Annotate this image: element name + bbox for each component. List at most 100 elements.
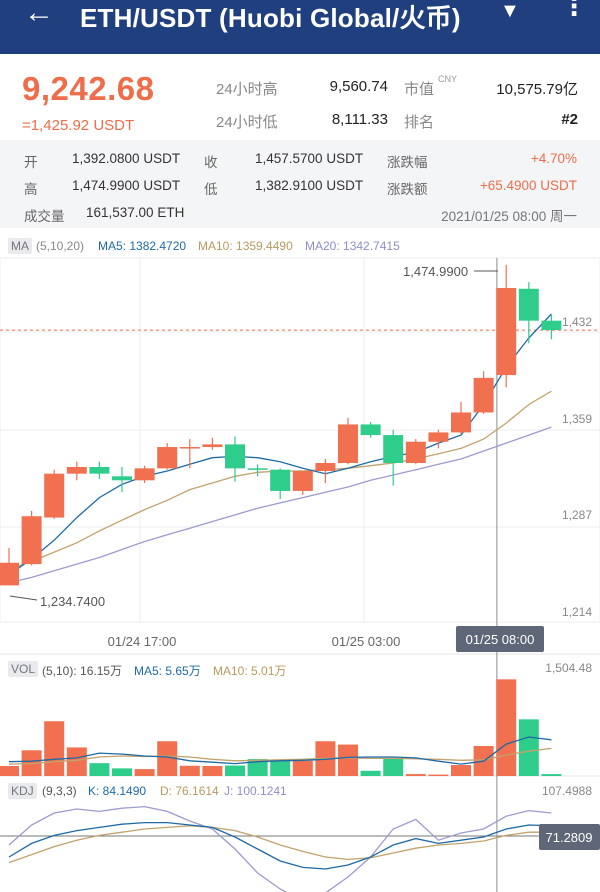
candle-body-23	[518, 288, 539, 321]
volume-bar-6	[134, 769, 155, 776]
datetime: 2021/01/25 08:00 周一	[441, 209, 577, 224]
candle-body-11	[247, 468, 268, 470]
vol-params: (5,10): 16.15万	[42, 664, 123, 678]
market-cap-currency: CNY	[438, 74, 458, 84]
ma5-legend: MA5: 1382.4720	[98, 239, 187, 253]
ma-params: (5,10,20)	[36, 239, 85, 253]
vol-ma5-legend: MA5: 5.65万	[134, 664, 201, 678]
candle-body-17	[383, 435, 404, 464]
y-tick-1: 1,359	[562, 412, 592, 426]
volume-max-label: 1,504.48	[545, 661, 592, 675]
candle-body-8	[179, 447, 200, 449]
min-price-label: 1,234.7400	[40, 594, 105, 609]
change-pct-value: +4.70%	[530, 151, 577, 166]
kdj-current-label: 71.2809	[546, 830, 593, 845]
close-value: 1,457.5700 USDT	[255, 151, 364, 166]
candle-body-14	[315, 463, 336, 471]
volume-bar-17	[383, 757, 404, 776]
kdj-current-bg	[539, 824, 600, 850]
market-cap-value: 10,575.79亿	[496, 81, 578, 98]
pair-title[interactable]: ETH/USDT (Huobi Global/火币)	[80, 3, 461, 33]
current-price: 9,242.68	[22, 70, 155, 107]
low-value: 1,382.9100 USDT	[255, 178, 364, 193]
kdj-j-line	[8, 805, 552, 892]
volume-bar-8	[179, 765, 200, 776]
ma5-line	[8, 313, 552, 576]
candle-body-24	[541, 320, 562, 330]
x-tick-0: 01/24 17:00	[108, 634, 177, 649]
volume-bar-24	[541, 774, 562, 776]
low-24h-value: 8,111.33	[331, 111, 388, 128]
ma10-line	[8, 390, 552, 571]
high-24h-label: 24小时高	[216, 81, 278, 98]
kdj-k-line	[8, 821, 552, 870]
ma10-legend: MA10: 1359.4490	[198, 239, 293, 253]
volume-bar-5	[112, 768, 132, 776]
rank-label: 排名	[404, 114, 435, 131]
cursor-date-bg	[456, 626, 544, 652]
candle-body-2	[44, 473, 65, 518]
high-24h-value: 9,560.74	[329, 78, 388, 95]
rank-value: #2	[561, 111, 578, 128]
volume-bar-12	[270, 760, 291, 776]
volume-bar-15	[338, 744, 358, 776]
vol-ma5-line	[8, 736, 552, 765]
change-amt-value: +65.4900 USDT	[479, 178, 577, 193]
vol-ma10-line	[8, 747, 552, 765]
candle-body-15	[338, 424, 358, 464]
vol-tag[interactable]: VOL	[8, 661, 39, 677]
volume-bar-18	[405, 774, 426, 776]
candle-body-18	[405, 441, 426, 464]
app-header: ← ETH/USDT (Huobi Global/火币) ▼ ⋮	[0, 0, 600, 54]
cursor-date-label: 01/25 08:00	[466, 632, 535, 647]
candle-body-20	[451, 412, 471, 433]
high-label: 高	[24, 182, 38, 197]
volume-bar-20	[451, 765, 471, 776]
volume-bar-22	[496, 679, 517, 776]
volume-bar-14	[315, 741, 336, 776]
price-usdt: =1,425.92 USDT	[22, 117, 135, 134]
y-tick-3: 1,214	[562, 605, 592, 619]
x-tick-1: 01/25 03:00	[332, 634, 401, 649]
candle-body-22	[496, 287, 517, 376]
max-price-label: 1,474.9900	[403, 264, 468, 279]
kdj-k-legend: K: 84.1490	[88, 784, 147, 798]
ohlc-panel: 开 1,392.0800 USDT 收 1,457.5700 USDT 涨跌幅 …	[0, 140, 600, 228]
volume-bar-21	[473, 746, 494, 776]
volume-bar-4	[89, 763, 110, 776]
open-label: 开	[24, 155, 38, 170]
volume-bar-23	[518, 719, 539, 776]
dropdown-triangle-icon[interactable]: ▼	[500, 0, 520, 22]
candle-body-9	[202, 444, 223, 448]
market-cap-label: 市值	[404, 81, 435, 98]
candle-body-3	[66, 467, 87, 474]
candle-body-13	[292, 470, 313, 491]
candle-body-10	[225, 444, 245, 469]
volume-label: 成交量	[24, 209, 65, 224]
ma-tag[interactable]: MA	[8, 238, 32, 254]
change-pct-label: 涨跌幅	[387, 155, 428, 170]
y-tick-0: 1,432	[562, 315, 592, 329]
low-label: 低	[204, 182, 218, 197]
kdj-max-label: 107.4988	[542, 784, 592, 798]
volume-bar-1	[21, 750, 42, 776]
more-options-icon[interactable]: ⋮	[561, 0, 587, 21]
candle-body-4	[89, 467, 110, 474]
close-label: 收	[204, 155, 218, 170]
volume-bar-7	[157, 741, 178, 776]
candle-body-6	[134, 468, 155, 481]
volume-bar-19	[428, 774, 449, 776]
kdj-params: (9,3,3)	[42, 784, 77, 798]
volume-bar-2	[44, 721, 65, 776]
candle-body-21	[473, 377, 494, 413]
open-value: 1,392.0800 USDT	[72, 151, 181, 166]
volume-bar-3	[66, 747, 87, 776]
kdj-tag[interactable]: KDJ	[8, 783, 37, 799]
candle-body-12	[270, 469, 291, 491]
volume-bar-11	[247, 759, 268, 776]
candle-body-16	[360, 424, 381, 436]
y-tick-2: 1,287	[562, 508, 592, 522]
ma20-legend: MA20: 1342.7415	[305, 239, 400, 253]
back-arrow-icon[interactable]: ←	[24, 0, 54, 29]
volume-bar-9	[202, 766, 223, 776]
